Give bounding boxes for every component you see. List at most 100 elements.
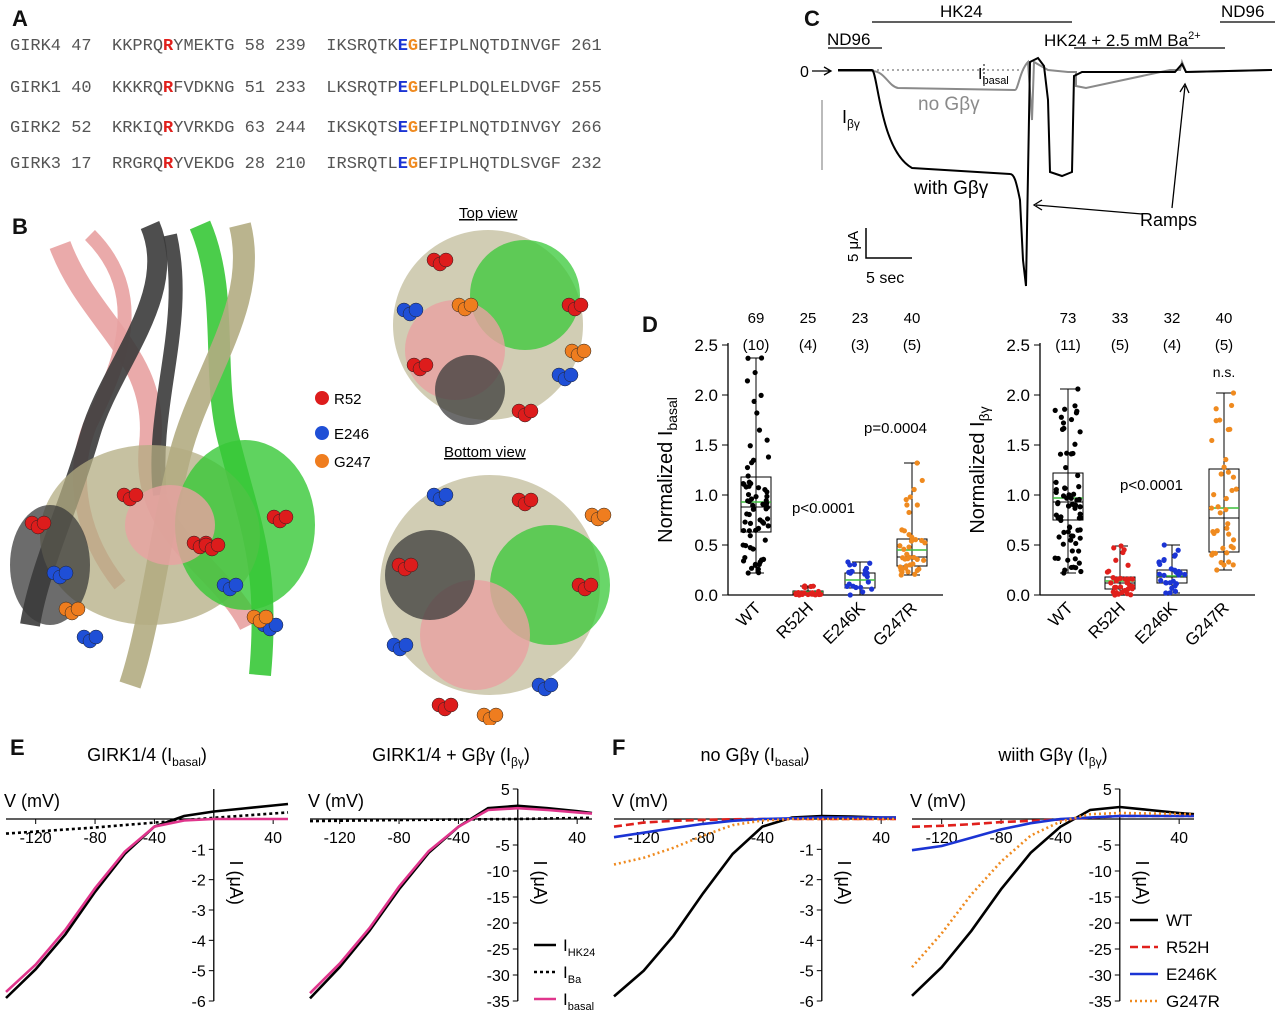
seq-segment: YMEKTG (173, 37, 235, 56)
series-line (309, 806, 593, 995)
n-label: 32 (1164, 310, 1181, 327)
data-point (742, 519, 748, 525)
data-point (1063, 464, 1069, 471)
nd96-left-label: ND96 (827, 30, 870, 49)
legend-label: Ibasal (563, 990, 594, 1013)
x-tick-label: -40 (447, 830, 470, 847)
seq-start: 52 (71, 119, 92, 138)
data-point (762, 486, 768, 493)
data-point (1068, 451, 1074, 457)
residue-sphere (278, 509, 294, 525)
legend-label: IBa (563, 963, 582, 986)
seq-residue-e: E (397, 119, 408, 138)
data-point (860, 589, 866, 595)
y-tick-label: -3 (192, 903, 206, 920)
data-point (748, 496, 755, 502)
data-point (1172, 552, 1178, 558)
data-point (751, 398, 757, 405)
seq-residue-g: G (407, 155, 419, 174)
series-line (911, 805, 1195, 997)
alignment-row: GIRK4 47 KKPRQRYMEKTG 58 239 IKSRQTKEGEF… (10, 37, 602, 56)
data-point (765, 454, 772, 460)
residue-sphere (438, 487, 454, 503)
panel-letter-c: C (804, 6, 820, 31)
data-point (756, 570, 762, 576)
y-tick-label: -30 (1089, 968, 1112, 985)
residue-sphere (576, 343, 592, 359)
data-point (747, 533, 753, 539)
data-point (1228, 402, 1235, 409)
data-point (1218, 471, 1224, 477)
data-point (801, 590, 807, 596)
data-point (1158, 577, 1164, 584)
data-point (1052, 555, 1058, 561)
data-point (1230, 562, 1236, 568)
panel-letter-b: B (12, 214, 28, 239)
category-label: WT (733, 598, 765, 630)
data-point (919, 477, 925, 484)
data-point (1110, 589, 1116, 595)
chart-title: GIRK1/4 + Gβγ (Iβγ) (372, 745, 530, 769)
data-point (921, 557, 927, 563)
data-point (1208, 505, 1215, 511)
y-axis-label: Normalized Iβγ (967, 406, 992, 533)
no-gbg-label: no Gβγ (918, 94, 980, 115)
seq-residue-g: G (407, 37, 419, 56)
data-point (1223, 456, 1229, 463)
seq-end: 266 (571, 119, 602, 138)
data-point (1061, 529, 1067, 535)
oocyte-label: (5) (1111, 337, 1129, 354)
y-tick-label: 1.0 (694, 486, 718, 505)
data-point (756, 427, 763, 433)
y-tick-label: 0.0 (694, 586, 718, 605)
seq-segment: RRGRQ (112, 155, 164, 174)
y-tick-label: -4 (800, 933, 814, 950)
data-point (1074, 408, 1080, 414)
data-point (764, 437, 770, 443)
data-point (1214, 567, 1220, 573)
x-tick-label: 40 (872, 830, 890, 847)
legend-g247-marker (315, 454, 329, 468)
data-point (750, 506, 756, 512)
data-point (851, 561, 858, 568)
data-point (1068, 495, 1074, 501)
data-point (901, 528, 907, 534)
data-point (1065, 557, 1071, 563)
data-point (1211, 530, 1217, 536)
residue-sphere (438, 252, 454, 268)
data-point (1167, 590, 1173, 596)
data-point (850, 583, 856, 589)
series-line (911, 814, 1194, 829)
residue-sphere (543, 677, 559, 693)
data-point (745, 570, 751, 576)
oocyte-label: (3) (851, 337, 869, 354)
series-line (911, 814, 1194, 852)
data-point (1129, 586, 1135, 592)
zero-label: 0 (800, 64, 809, 81)
legend-label: E246K (1166, 965, 1218, 984)
x-tick-label: -40 (751, 830, 774, 847)
data-point (901, 546, 907, 552)
data-point (1226, 559, 1232, 565)
ramps-arrow-1 (1032, 199, 1143, 215)
data-point (1224, 550, 1230, 556)
data-point (869, 586, 875, 592)
data-point (750, 502, 756, 508)
ns-label: n.s. (1213, 364, 1236, 380)
data-point (1230, 474, 1237, 480)
data-point (1221, 464, 1227, 470)
panel-c-trace: HK24 ND96 HK24 + 2.5 mM Ba2+ ND96 0 Ibas… (800, 2, 1275, 287)
residue-sphere (583, 577, 599, 593)
seq-end: 232 (571, 155, 602, 174)
seq-segment: KKPRQ (112, 37, 164, 56)
ramps-label: Ramps (1140, 210, 1197, 230)
residue-sphere (408, 302, 424, 318)
data-point (743, 542, 749, 549)
data-point (1069, 548, 1075, 554)
data-point (906, 509, 912, 516)
seq-segment: FVDKNG (173, 79, 235, 98)
y-tick-label: 2.0 (694, 386, 718, 405)
data-point (748, 565, 755, 571)
n-label: 69 (748, 310, 765, 327)
p-value-label: p=0.0004 (864, 420, 927, 437)
